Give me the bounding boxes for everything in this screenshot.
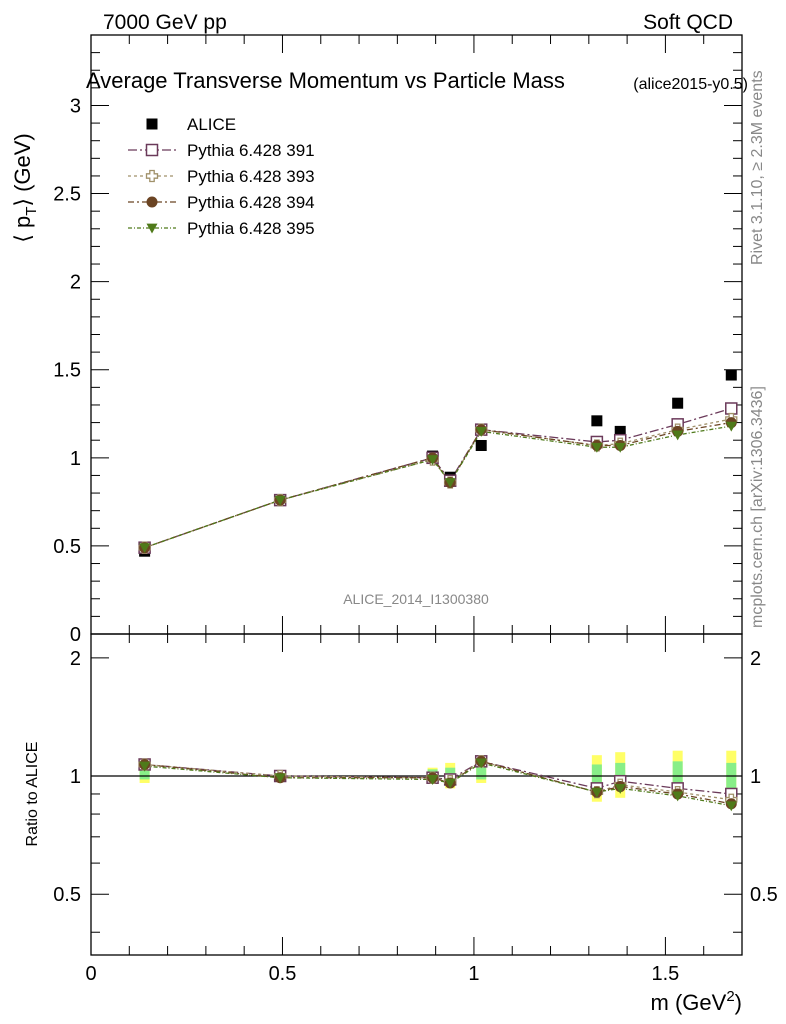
x-tick-label: 1.5: [652, 963, 680, 985]
legend-label: ALICE: [187, 115, 236, 134]
data-point: [725, 801, 737, 812]
data-point: [591, 415, 603, 427]
legend-label: Pythia 6.428 393: [187, 167, 315, 186]
data-point: [725, 369, 737, 381]
header-right: Soft QCD: [643, 11, 733, 34]
main-y-axis-label-sub: T: [23, 207, 40, 216]
data-point: [672, 430, 684, 441]
y-tick-label: 2.5: [53, 184, 81, 206]
ratio-y-axis-label: Ratio to ALICE: [24, 742, 41, 847]
x-tick-label: 1: [468, 963, 479, 985]
x-axis-label-main: m (GeV: [651, 990, 727, 1015]
ratio-frame: [90, 633, 743, 956]
watermark: ALICE_2014_I1300380: [343, 591, 489, 607]
data-point: [139, 761, 151, 772]
ratio-y-tick-label-right: 1: [750, 766, 761, 788]
ratio-panel: 0 0.5 1 1.5 0.5 0.5 1 1 2 2: [53, 633, 778, 985]
data-point: [672, 791, 684, 802]
data-point: [146, 196, 158, 208]
data-point: [614, 425, 626, 437]
main-y-axis-label-right: ⟩ (GeV): [10, 133, 35, 206]
y-tick-label: 0.5: [53, 536, 81, 558]
main-y-axis-label: ⟨ pT⟩ (GeV): [10, 133, 40, 242]
data-point: [274, 495, 286, 506]
data-point: [427, 455, 439, 466]
uncertainty-band-inner: [591, 764, 602, 791]
rivet-label: Rivet 3.1.10, ≥ 2.3M events: [749, 70, 766, 265]
data-point: [145, 169, 159, 183]
y-tick-label: 1.5: [53, 360, 81, 382]
main-panel: 0 0.5 1 1.5 2 2.5 3: [53, 34, 743, 646]
y-tick-label: 1: [70, 448, 81, 470]
y-tick-label: 2: [70, 272, 81, 294]
data-point: [146, 223, 158, 234]
data-point: [146, 118, 158, 130]
uncertainty-band-inner: [139, 769, 150, 780]
ratio-y-tick-label: 0.5: [53, 884, 81, 906]
plot-title: Average Transverse Momentum vs Particle …: [86, 68, 565, 93]
data-point: [475, 426, 487, 437]
y-tick-label: 0: [70, 624, 81, 646]
x-tick-label: 0: [85, 963, 96, 985]
uncertainty-band-inner: [476, 761, 487, 780]
data-point: [614, 783, 626, 794]
data-point: [591, 442, 603, 453]
series-line: [144, 421, 732, 549]
plot-subtitle: (alice2015-y0.5): [633, 76, 748, 93]
mcplots-label: mcplots.cern.ch [arXiv:1306.3436]: [749, 386, 766, 628]
series-line: [144, 762, 732, 807]
data-point: [614, 442, 626, 453]
data-point: [591, 787, 603, 798]
x-axis-label-end: ): [735, 990, 742, 1015]
data-point: [475, 758, 487, 769]
x-axis-label-sup: 2: [726, 988, 734, 1005]
uncertainty-band-inner: [672, 761, 683, 785]
header-left: 7000 GeV pp: [103, 11, 227, 34]
legend: ALICE Pythia 6.428 391 Pythia 6.428 393 Pyt…: [128, 115, 315, 238]
data-point: [672, 397, 684, 409]
data-point: [444, 478, 456, 488]
ratio-y-tick-label: 1: [70, 766, 81, 788]
legend-label: Pythia 6.428 394: [187, 193, 315, 212]
ratio-y-tick-label-right: 2: [750, 648, 761, 670]
x-tick-label: 0.5: [269, 963, 297, 985]
ratio-y-tick-label-right: 0.5: [750, 884, 778, 906]
ratio-y-tick-label: 2: [70, 648, 81, 670]
legend-label: Pythia 6.428 391: [187, 141, 315, 160]
data-point: [725, 402, 738, 415]
legend-label: Pythia 6.428 395: [187, 219, 315, 238]
main-y-axis-label-left: ⟨ p: [10, 216, 35, 243]
series-line: [144, 425, 732, 549]
series-line: [144, 407, 732, 549]
data-point: [145, 143, 159, 157]
data-point: [444, 778, 456, 789]
x-axis-label: m (GeV2): [651, 988, 742, 1015]
data-point: [274, 773, 286, 784]
data-point: [427, 775, 439, 785]
series-line: [144, 418, 732, 549]
y-tick-label: 3: [70, 95, 81, 117]
data-point: [475, 439, 487, 451]
data-point: [139, 543, 151, 554]
data-point: [725, 421, 737, 432]
